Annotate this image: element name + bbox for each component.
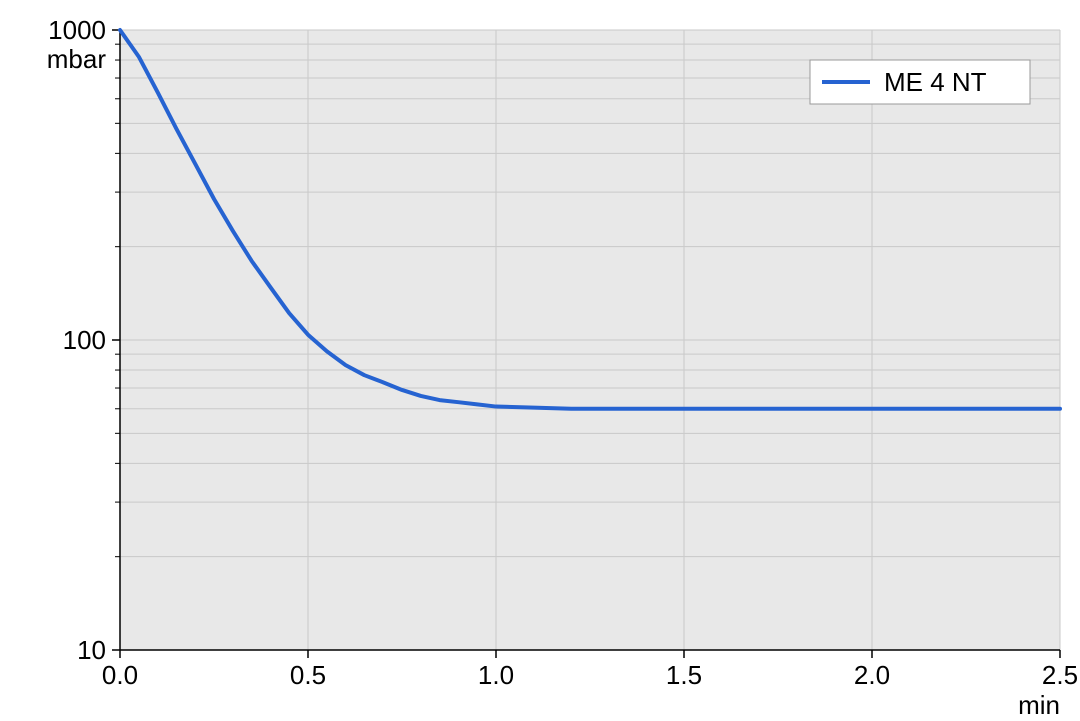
x-tick-label: 2.0 [854, 660, 890, 690]
y-tick-label: 100 [63, 325, 106, 355]
y-axis-label: mbar [47, 44, 107, 74]
x-tick-label: 0.0 [102, 660, 138, 690]
chart-svg: 0.0 0.5 1.0 1.5 2.0 2.5 10 100 1000mbar min ME 4 N… [0, 0, 1080, 721]
x-axis-label: min [1018, 690, 1060, 720]
legend: ME 4 NT [810, 60, 1030, 104]
legend-label: ME 4 NT [884, 67, 987, 97]
pumpdown-chart: 0.0 0.5 1.0 1.5 2.0 2.5 10 100 1000mbar min ME 4 N… [0, 0, 1080, 721]
x-tick-label: 0.5 [290, 660, 326, 690]
x-tick-label: 2.5 [1042, 660, 1078, 690]
x-tick-label: 1.5 [666, 660, 702, 690]
y-tick-label: 1000 [48, 15, 106, 45]
grid [120, 30, 1060, 650]
y-tick-label: 10 [77, 635, 106, 665]
x-tick-label: 1.0 [478, 660, 514, 690]
